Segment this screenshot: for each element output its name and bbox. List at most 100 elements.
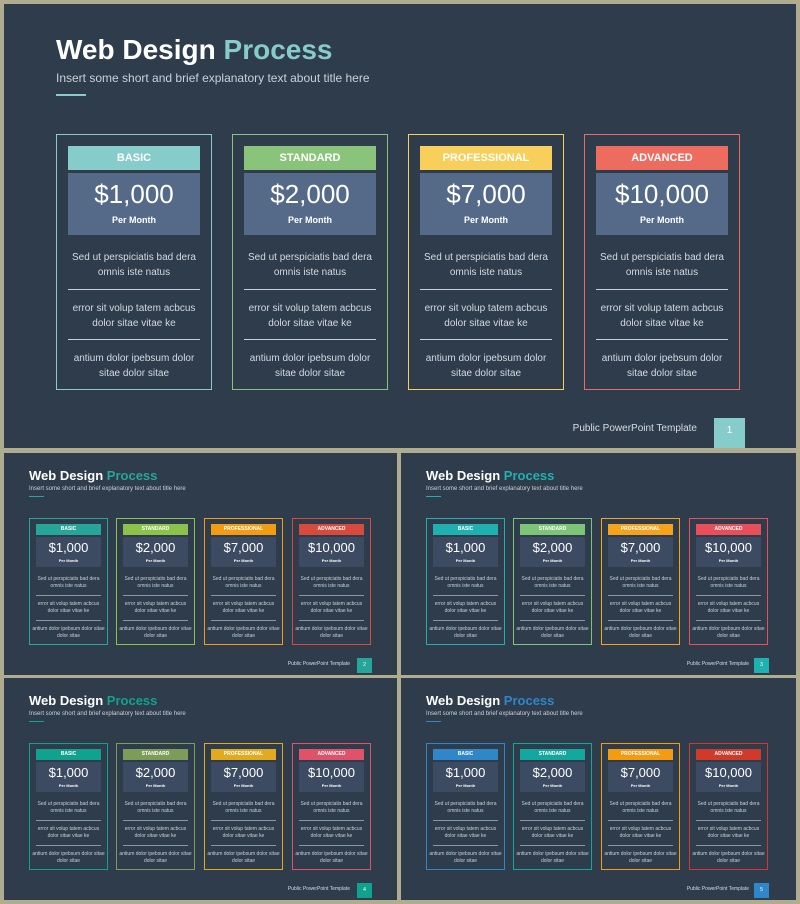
pricing-card-professional: PROFESSIONAL $7,000 Per Month Sed ut per… <box>601 743 680 870</box>
plan-feature-1: Sed ut perspiciatis bad dera omnis iste … <box>124 801 187 814</box>
plan-price: $7,000 <box>446 179 526 209</box>
page-number: 5 <box>754 883 769 898</box>
plan-feature-1: Sed ut perspiciatis bad dera omnis iste … <box>521 801 584 814</box>
pricing-card-professional: PROFESSIONAL $7,000 Per Month Sed ut per… <box>204 518 283 645</box>
per-month-label: Per Month <box>640 215 684 225</box>
plan-feature-3: antium dolor ipebsum dolor sitae dolor s… <box>73 353 195 379</box>
per-month-label: Per Month <box>145 558 166 563</box>
slide-thumbnail-3[interactable]: Web Design Process Insert some short and… <box>401 453 796 675</box>
plan-price: $10,000 <box>705 765 752 780</box>
plan-name: ADVANCED <box>696 524 761 535</box>
plan-feature-2: error sit volup tatem acbcus dolor sitae… <box>212 601 275 614</box>
price-box: $2,000 Per Month <box>123 537 188 567</box>
plan-feature-2: error sit volup tatem acbcus dolor sitae… <box>248 303 372 329</box>
plan-name: BASIC <box>36 749 101 760</box>
price-box: $1,000 Per Month <box>36 762 101 792</box>
pricing-card-basic: BASIC $1,000 Per Month Sed ut perspiciat… <box>29 518 108 645</box>
plan-feature-3: antium dolor ipebsum dolor sitae dolor s… <box>32 626 105 639</box>
plan-feature-3: antium dolor ipebsum dolor sitae dolor s… <box>516 626 589 639</box>
plan-feature-2: error sit volup tatem acbcus dolor sitae… <box>37 826 100 839</box>
feature-divider <box>123 595 188 596</box>
price-box: $1,000 Per Month <box>433 762 498 792</box>
feature-divider <box>211 620 276 621</box>
feature-divider <box>36 845 101 846</box>
per-month-label: Per Month <box>718 558 739 563</box>
pricing-card-professional: PROFESSIONAL $7,000 Per Month Sed ut per… <box>601 518 680 645</box>
plan-feature-1: Sed ut perspiciatis bad dera omnis iste … <box>697 801 760 814</box>
plan-feature-3: antium dolor ipebsum dolor sitae dolor s… <box>207 626 280 639</box>
plan-name: BASIC <box>433 749 498 760</box>
plan-feature-2: error sit volup tatem acbcus dolor sitae… <box>521 826 584 839</box>
plan-feature-2: error sit volup tatem acbcus dolor sitae… <box>124 826 187 839</box>
price-box: $10,000 Per Month <box>596 173 728 235</box>
feature-divider <box>433 845 498 846</box>
slide-main[interactable]: Web Design Process Insert some short and… <box>4 4 796 448</box>
pricing-card-advanced: ADVANCED $10,000 Per Month Sed ut perspi… <box>689 518 768 645</box>
plan-feature-2: error sit volup tatem acbcus dolor sitae… <box>521 601 584 614</box>
per-month-label: Per Month <box>233 783 254 788</box>
plan-name: BASIC <box>433 524 498 535</box>
feature-divider <box>299 620 364 621</box>
slide-thumbnail-5[interactable]: Web Design Process Insert some short and… <box>401 678 796 900</box>
price-box: $1,000 Per Month <box>36 537 101 567</box>
plan-price: $2,000 <box>135 540 176 555</box>
plan-feature-1: Sed ut perspiciatis bad dera omnis iste … <box>37 801 100 814</box>
feature-divider <box>299 595 364 596</box>
plan-name: PROFESSIONAL <box>420 146 552 170</box>
plan-price: $10,000 <box>308 765 355 780</box>
footer-text: Public PowerPoint Template <box>287 886 350 892</box>
plan-name: STANDARD <box>123 524 188 535</box>
slide-title-accent: Process <box>106 468 158 483</box>
per-month-label: Per Month <box>58 558 79 563</box>
slide-thumbnail-4[interactable]: Web Design Process Insert some short and… <box>4 678 397 900</box>
plan-price: $2,000 <box>135 765 176 780</box>
per-month-label: Per Month <box>321 558 342 563</box>
plan-name: PROFESSIONAL <box>211 749 276 760</box>
plan-feature-3: antium dolor ipebsum dolor sitae dolor s… <box>207 851 280 864</box>
plan-feature-1: Sed ut perspiciatis bad dera omnis iste … <box>300 801 363 814</box>
feature-divider <box>420 289 552 290</box>
title-underline <box>426 496 441 497</box>
plan-feature-3: antium dolor ipebsum dolor sitae dolor s… <box>429 851 502 864</box>
plan-price: $2,000 <box>270 179 350 209</box>
pricing-card-standard: STANDARD $2,000 Per Month Sed ut perspic… <box>232 134 388 390</box>
plan-feature-3: antium dolor ipebsum dolor sitae dolor s… <box>295 626 368 639</box>
price-box: $7,000 Per Month <box>211 537 276 567</box>
feature-divider <box>299 845 364 846</box>
plan-feature-2: error sit volup tatem acbcus dolor sitae… <box>434 826 497 839</box>
pricing-card-standard: STANDARD $2,000 Per Month Sed ut perspic… <box>513 518 592 645</box>
feature-divider <box>596 339 728 340</box>
pricing-card-advanced: ADVANCED $10,000 Per Month Sed ut perspi… <box>292 518 371 645</box>
plan-feature-3: antium dolor ipebsum dolor sitae dolor s… <box>32 851 105 864</box>
feature-divider <box>123 820 188 821</box>
per-month-label: Per Month <box>145 783 166 788</box>
plan-feature-1: Sed ut perspiciatis bad dera omnis iste … <box>609 576 672 589</box>
feature-divider <box>123 845 188 846</box>
plan-feature-1: Sed ut perspiciatis bad dera omnis iste … <box>434 801 497 814</box>
plan-feature-2: error sit volup tatem acbcus dolor sitae… <box>72 303 196 329</box>
footer-text: Public PowerPoint Template <box>686 886 749 892</box>
plan-feature-1: Sed ut perspiciatis bad dera omnis iste … <box>424 252 548 278</box>
plan-feature-1: Sed ut perspiciatis bad dera omnis iste … <box>212 801 275 814</box>
plan-feature-3: antium dolor ipebsum dolor sitae dolor s… <box>516 851 589 864</box>
feature-divider <box>608 845 673 846</box>
slide-thumbnail-2[interactable]: Web Design Process Insert some short and… <box>4 453 397 675</box>
plan-name: ADVANCED <box>299 749 364 760</box>
per-month-label: Per Month <box>288 215 332 225</box>
footer-text: Public PowerPoint Template <box>572 423 697 434</box>
feature-divider <box>520 820 585 821</box>
per-month-label: Per Month <box>630 558 651 563</box>
plan-price: $1,000 <box>445 765 486 780</box>
plan-price: $7,000 <box>620 765 661 780</box>
slide-title-accent: Process <box>503 693 555 708</box>
feature-divider <box>520 845 585 846</box>
page-number: 4 <box>357 883 372 898</box>
plan-price: $2,000 <box>532 540 573 555</box>
plan-feature-3: antium dolor ipebsum dolor sitae dolor s… <box>604 851 677 864</box>
plan-feature-1: Sed ut perspiciatis bad dera omnis iste … <box>300 576 363 589</box>
feature-divider <box>608 620 673 621</box>
plan-feature-2: error sit volup tatem acbcus dolor sitae… <box>124 601 187 614</box>
plan-feature-2: error sit volup tatem acbcus dolor sitae… <box>697 826 760 839</box>
feature-divider <box>244 339 376 340</box>
slide-title-accent: Process <box>503 468 555 483</box>
